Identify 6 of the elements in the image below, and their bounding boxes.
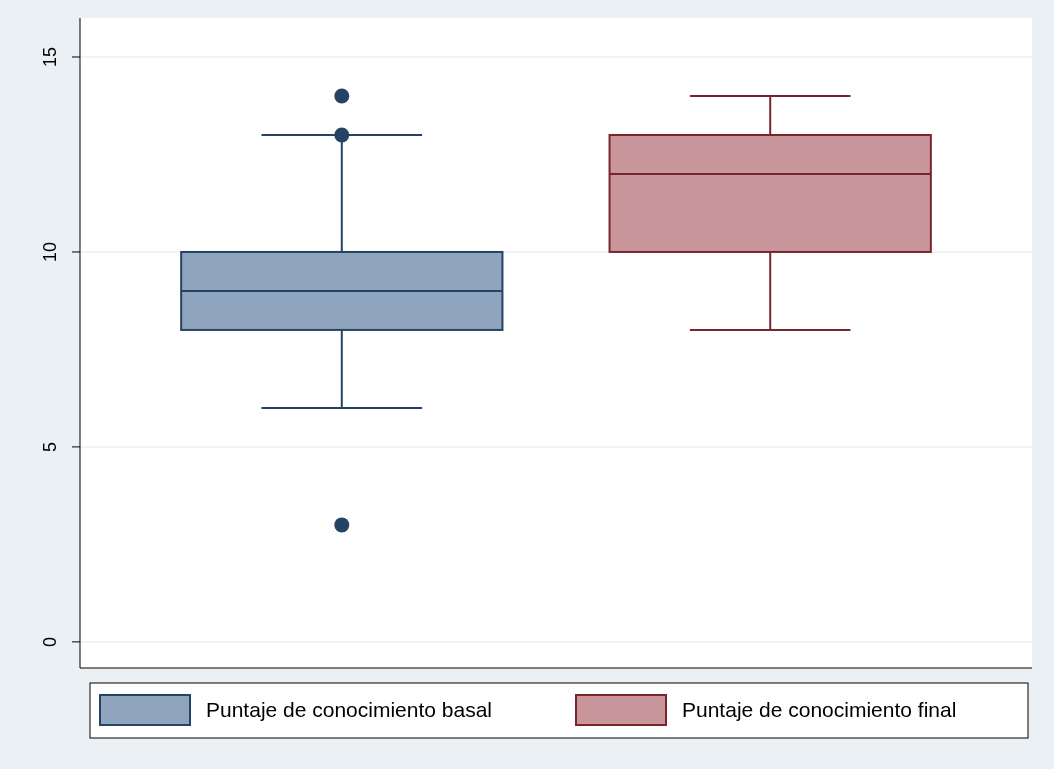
y-tick-label: 10 [40, 241, 60, 262]
y-tick-label: 15 [40, 46, 60, 68]
legend-label: Puntaje de conocimiento final [682, 698, 957, 721]
legend-label: Puntaje de conocimiento basal [206, 698, 493, 721]
y-tick-label: 5 [40, 441, 60, 452]
y-tick-label: 0 [40, 636, 60, 647]
